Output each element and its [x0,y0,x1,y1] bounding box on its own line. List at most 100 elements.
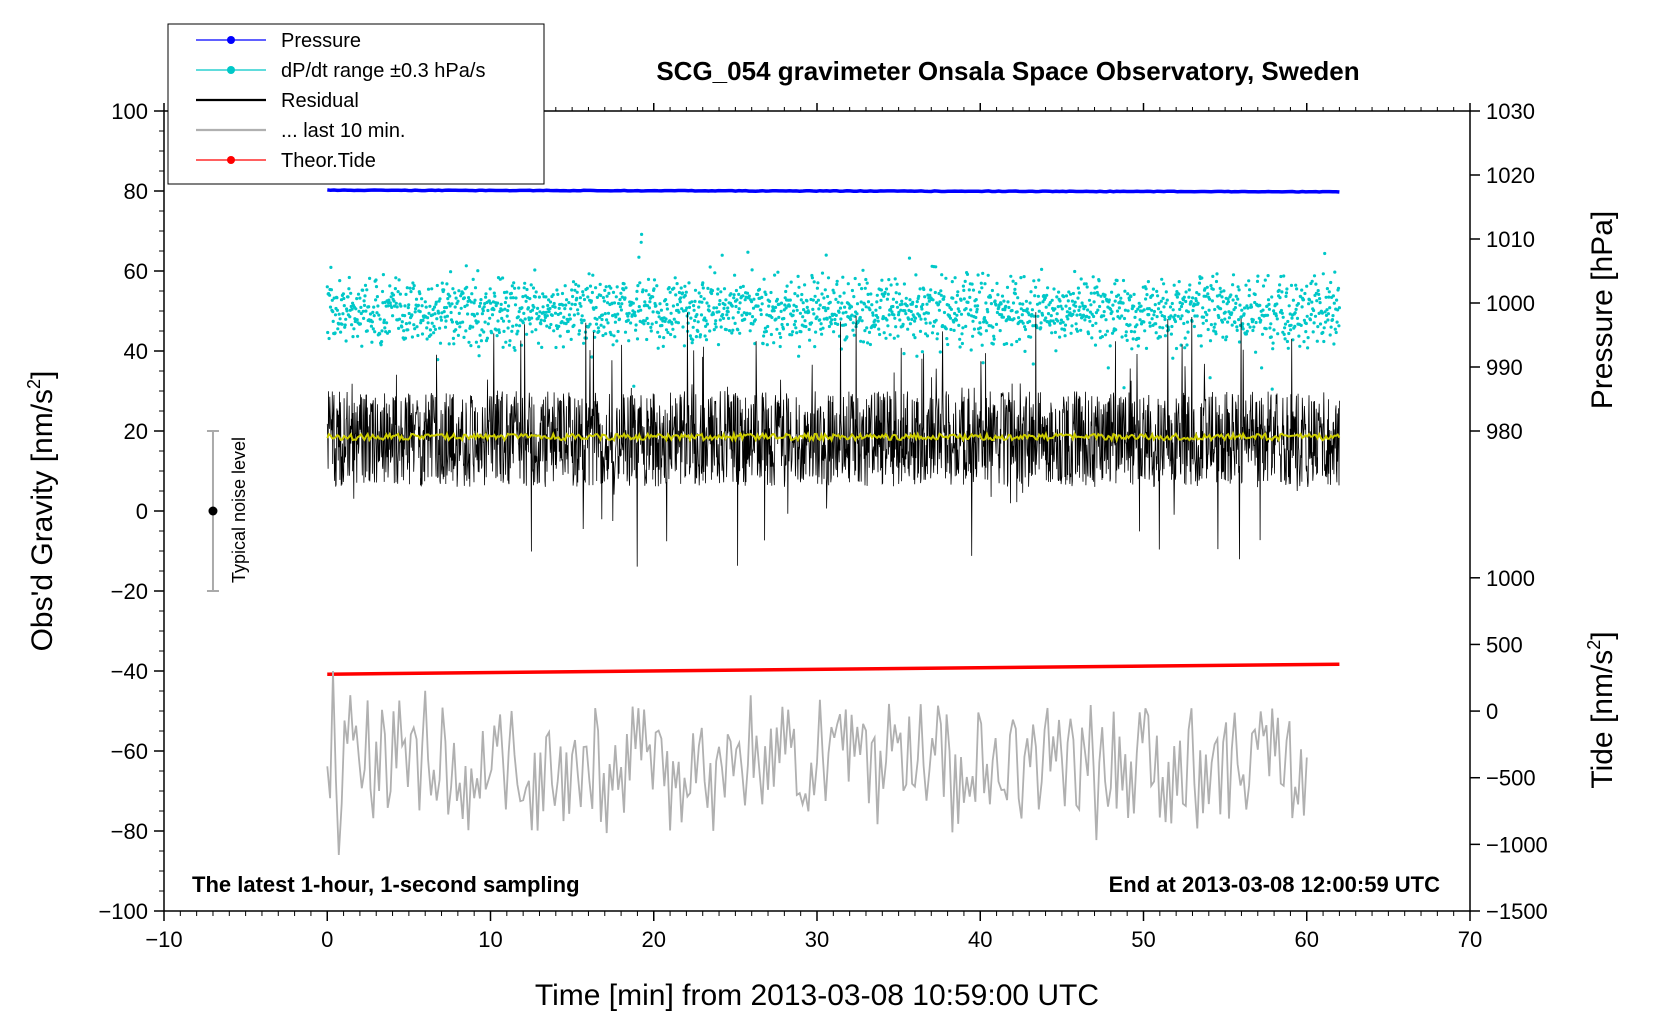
dpdt-point [965,272,970,276]
dpdt-point [463,304,467,309]
dpdt-point [1294,307,1298,311]
dpdt-point [1160,277,1164,281]
dpdt-point [866,341,870,345]
dpdt-point [427,311,431,315]
dpdt-point [1337,324,1341,328]
dpdt-point [494,304,498,308]
dpdt-point [757,287,762,291]
dpdt-point [1057,290,1061,294]
dpdt-point [724,298,728,302]
dpdt-point [1089,291,1093,295]
dpdt-point [805,299,809,303]
dpdt-point [867,330,872,334]
dpdt-point [1000,313,1004,317]
dpdt-point [798,311,803,315]
dpdt-point [807,327,811,332]
dpdt-point [1071,291,1075,296]
dpdt-point [988,295,993,299]
dpdt-point [974,298,978,302]
dpdt-point [635,337,640,341]
dpdt-point [338,317,342,321]
dpdt-point [949,327,953,332]
dpdt-point [961,284,966,288]
dpdt-point [1266,274,1270,278]
dpdt-point [495,328,499,332]
dpdt-point [846,282,850,286]
dpdt-point [1021,302,1025,306]
dpdt-point [534,290,538,294]
dpdt-point [820,271,825,275]
dpdt-point [799,330,803,334]
dpdt-point [1056,319,1060,323]
dpdt-point [370,340,374,344]
dpdt-point [801,315,805,319]
dpdt-point [1091,323,1095,328]
dpdt-point [579,304,583,308]
dpdt-point [729,292,733,296]
dpdt-point [456,333,460,337]
dpdt-point [960,341,965,346]
dpdt-point [971,319,975,323]
dpdt-point [739,285,743,289]
dpdt-point [335,296,339,300]
dpdt-point [1088,319,1092,323]
dpdt-point [699,313,704,317]
dpdt-point [1185,320,1190,324]
dpdt-point [329,265,333,269]
dpdt-point [413,327,417,331]
dpdt-point [1253,292,1257,297]
dpdt-point [594,305,598,310]
y-axis-left-title-main: Obs'd Gravity [nm/s [26,389,59,651]
dpdt-point [1104,318,1108,322]
dpdt-point [433,312,437,316]
dpdt-point [659,308,664,312]
dpdt-point [984,301,988,305]
dpdt-point [1205,313,1209,317]
dpdt-point [654,320,658,324]
dpdt-point [1137,336,1141,340]
dpdt-point [781,327,786,331]
dpdt-point [715,306,719,310]
dpdt-point [1284,294,1288,298]
dpdt-point [1038,301,1042,305]
dpdt-point [423,300,427,304]
dpdt-point [756,292,760,296]
dpdt-point [890,310,894,314]
dpdt-point [1137,301,1141,305]
dpdt-point [482,330,486,334]
dpdt-point [705,301,709,305]
dpdt-point [1227,316,1231,320]
dpdt-point [1000,294,1005,298]
dpdt-point [909,309,913,314]
dpdt-point [501,276,505,280]
dpdt-point [684,290,688,294]
dpdt-point [553,305,557,309]
dpdt-point [570,288,574,292]
dpdt-point [565,298,569,302]
dpdt-point [1040,313,1045,317]
dpdt-point [1324,320,1328,324]
dpdt-point [1132,304,1136,308]
dpdt-point [830,318,834,322]
series-pressure [327,188,1340,194]
y-axis-left-title-end: ] [26,371,59,379]
dpdt-point [832,291,836,295]
dpdt-point [1078,313,1082,317]
dpdt-point [1036,294,1040,298]
dpdt-point [711,312,716,316]
dpdt-point [1102,314,1106,318]
dpdt-point [331,319,335,323]
dpdt-point [368,312,373,316]
dpdt-point [774,317,778,321]
dpdt-point [599,293,603,298]
dpdt-point [604,332,608,336]
dpdt-point [380,289,385,294]
dpdt-point [481,309,485,313]
dpdt-point [407,311,411,316]
dpdt-point [1220,320,1225,324]
dpdt-point [689,316,693,320]
dpdt-point [979,281,983,285]
dpdt-point [793,292,797,296]
dpdt-point [617,317,622,321]
